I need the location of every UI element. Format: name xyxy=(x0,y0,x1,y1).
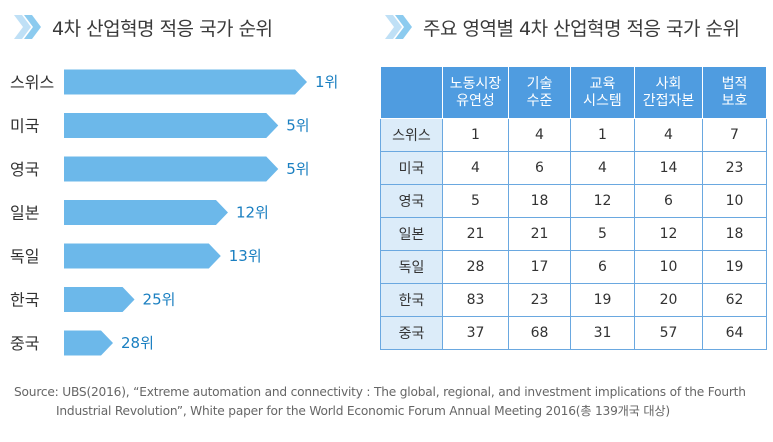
table-cell: 83 xyxy=(442,283,509,317)
country-label: 중국 xyxy=(10,334,39,353)
country-label: 스위스 xyxy=(10,73,54,92)
table-cell: 68 xyxy=(508,316,571,350)
table-cell: 31 xyxy=(570,316,635,350)
left-section-title: 4차 산업혁명 적응 국가 순위 xyxy=(12,12,273,42)
table-row-header: 중국 xyxy=(380,316,443,350)
table-column-header: 사회 간접자본 xyxy=(634,66,703,119)
rank-data-label: 5위 xyxy=(286,160,309,178)
table-cell: 10 xyxy=(702,184,767,218)
country-label: 일본 xyxy=(10,204,39,223)
table-row: 독일 28 17 6 10 19 xyxy=(380,250,767,284)
table-cell: 57 xyxy=(634,316,703,350)
table-row-header: 독일 xyxy=(380,250,443,284)
source-note: Source: UBS(2016), “Extreme automation a… xyxy=(14,383,764,421)
column-header-line: 유연성 xyxy=(456,92,495,109)
rank-data-label: 25위 xyxy=(143,291,176,309)
table-column-header: 법적 보호 xyxy=(702,66,767,119)
table-column-header: 노동시장 유연성 xyxy=(442,66,509,119)
column-header-line: 노동시장 xyxy=(449,75,502,92)
table-row-header: 영국 xyxy=(380,184,443,218)
table-cell: 5 xyxy=(442,184,509,218)
column-header-line: 법적 xyxy=(721,75,748,92)
table-cell: 21 xyxy=(442,217,509,251)
table-column-header: 교육 시스템 xyxy=(570,66,635,119)
table-cell: 1 xyxy=(570,118,635,152)
column-header-line: 시스템 xyxy=(583,92,622,109)
country-label: 독일 xyxy=(10,247,39,266)
table-cell: 7 xyxy=(702,118,767,152)
column-header-line: 기술 xyxy=(526,75,553,92)
column-header-line: 간접자본 xyxy=(642,92,695,109)
table-row: 중국 37 68 31 57 64 xyxy=(380,316,767,350)
table-cell: 20 xyxy=(634,283,703,317)
rank-bar xyxy=(64,69,307,95)
rank-bar xyxy=(64,330,113,356)
column-header-line: 보호 xyxy=(721,92,748,109)
table-cell: 18 xyxy=(508,184,571,218)
table-cell: 37 xyxy=(442,316,509,350)
table-row-header: 스위스 xyxy=(380,118,443,152)
table-cell: 12 xyxy=(634,217,703,251)
column-header-line: 교육 xyxy=(589,75,616,92)
table-row: 스위스 1 4 1 4 7 xyxy=(380,118,767,152)
column-header-line: 사회 xyxy=(655,75,682,92)
table-cell: 6 xyxy=(508,151,571,185)
table-cell: 5 xyxy=(570,217,635,251)
rank-data-label: 12위 xyxy=(236,204,269,222)
table-row: 미국 4 6 4 14 23 xyxy=(380,151,767,185)
table-cell: 4 xyxy=(508,118,571,152)
table-row-header: 일본 xyxy=(380,217,443,251)
table-corner-cell xyxy=(380,66,443,119)
table-cell: 17 xyxy=(508,250,571,284)
table-row: 한국 83 23 19 20 62 xyxy=(380,283,767,317)
table-cell: 23 xyxy=(508,283,571,317)
country-label: 영국 xyxy=(10,160,39,179)
source-line-2: Industrial Revolution”, White paper for … xyxy=(56,404,670,418)
table-cell: 6 xyxy=(570,250,635,284)
table-cell: 28 xyxy=(442,250,509,284)
table-cell: 10 xyxy=(634,250,703,284)
double-chevron-icon xyxy=(14,15,41,39)
table-cell: 21 xyxy=(508,217,571,251)
table-cell: 12 xyxy=(570,184,635,218)
table-row: 일본 21 21 5 12 18 xyxy=(380,217,767,251)
table-cell: 23 xyxy=(702,151,767,185)
table-cell: 14 xyxy=(634,151,703,185)
rank-bar xyxy=(64,287,135,312)
right-section-title: 주요 영역별 4차 산업혁명 적응 국가 순위 xyxy=(383,12,740,42)
table-cell: 4 xyxy=(442,151,509,185)
table-cell: 18 xyxy=(702,217,767,251)
table-cell: 4 xyxy=(634,118,703,152)
table-row: 영국 5 18 12 6 10 xyxy=(380,184,767,218)
table-cell: 64 xyxy=(702,316,767,350)
column-header-line: 수준 xyxy=(526,92,553,109)
table-cell: 6 xyxy=(634,184,703,218)
table-cell: 4 xyxy=(570,151,635,185)
rank-data-label: 1위 xyxy=(315,73,338,91)
table-cell: 19 xyxy=(570,283,635,317)
country-label: 한국 xyxy=(10,291,39,310)
table-row-header: 미국 xyxy=(380,151,443,185)
left-title-text: 4차 산업혁명 적응 국가 순위 xyxy=(52,17,273,40)
rank-data-label: 13위 xyxy=(229,247,262,265)
source-line-1: Source: UBS(2016), “Extreme automation a… xyxy=(14,385,746,399)
table-cell: 1 xyxy=(442,118,509,152)
table-cell: 62 xyxy=(702,283,767,317)
table-row-header: 한국 xyxy=(380,283,443,317)
table-cell: 19 xyxy=(702,250,767,284)
table-header-row: 노동시장 유연성 기술 수준 교육 시스템 사회 간접자본 법적 보호 xyxy=(380,66,767,119)
right-title-text: 주요 영역별 4차 산업혁명 적응 국가 순위 xyxy=(423,17,740,40)
rank-bar xyxy=(64,200,228,225)
rank-data-label: 5위 xyxy=(286,117,309,135)
table-body: 스위스 1 4 1 4 7 미국 4 6 4 14 23 영국 5 18 12 6 10 일본 21 21 5 12 18 독일… xyxy=(380,118,767,350)
table-column-header: 기술 수준 xyxy=(508,66,571,119)
rank-bar xyxy=(64,113,279,138)
rank-bar xyxy=(64,156,279,182)
area-rank-table: 노동시장 유연성 기술 수준 교육 시스템 사회 간접자본 법적 보호 스위스 1 4 1 4 7 미국 4 6 4… xyxy=(380,66,767,350)
country-label: 미국 xyxy=(10,117,39,136)
double-chevron-icon xyxy=(385,15,412,39)
rank-data-label: 28위 xyxy=(121,334,154,352)
rank-bar xyxy=(64,243,221,269)
